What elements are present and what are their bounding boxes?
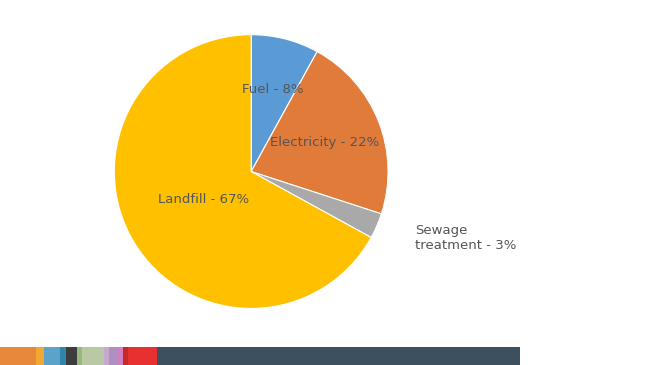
Bar bbox=[128, 347, 157, 365]
Bar bbox=[123, 347, 128, 365]
Text: Fuel - 8%: Fuel - 8% bbox=[241, 83, 303, 96]
Text: Electricity - 22%: Electricity - 22% bbox=[271, 136, 380, 149]
Bar bbox=[44, 347, 60, 365]
Bar bbox=[0, 347, 36, 365]
Bar bbox=[60, 347, 66, 365]
Bar bbox=[77, 347, 82, 365]
Bar bbox=[36, 347, 44, 365]
Wedge shape bbox=[251, 35, 317, 172]
Bar bbox=[117, 347, 123, 365]
Bar bbox=[66, 347, 77, 365]
Wedge shape bbox=[114, 35, 371, 308]
Text: Sewage
treatment - 3%: Sewage treatment - 3% bbox=[415, 224, 517, 252]
Bar bbox=[104, 347, 109, 365]
Bar bbox=[109, 347, 117, 365]
Text: Landfill - 67%: Landfill - 67% bbox=[158, 193, 250, 206]
Wedge shape bbox=[251, 51, 388, 214]
Bar bbox=[82, 347, 104, 365]
Bar bbox=[157, 347, 520, 365]
Wedge shape bbox=[251, 172, 382, 238]
